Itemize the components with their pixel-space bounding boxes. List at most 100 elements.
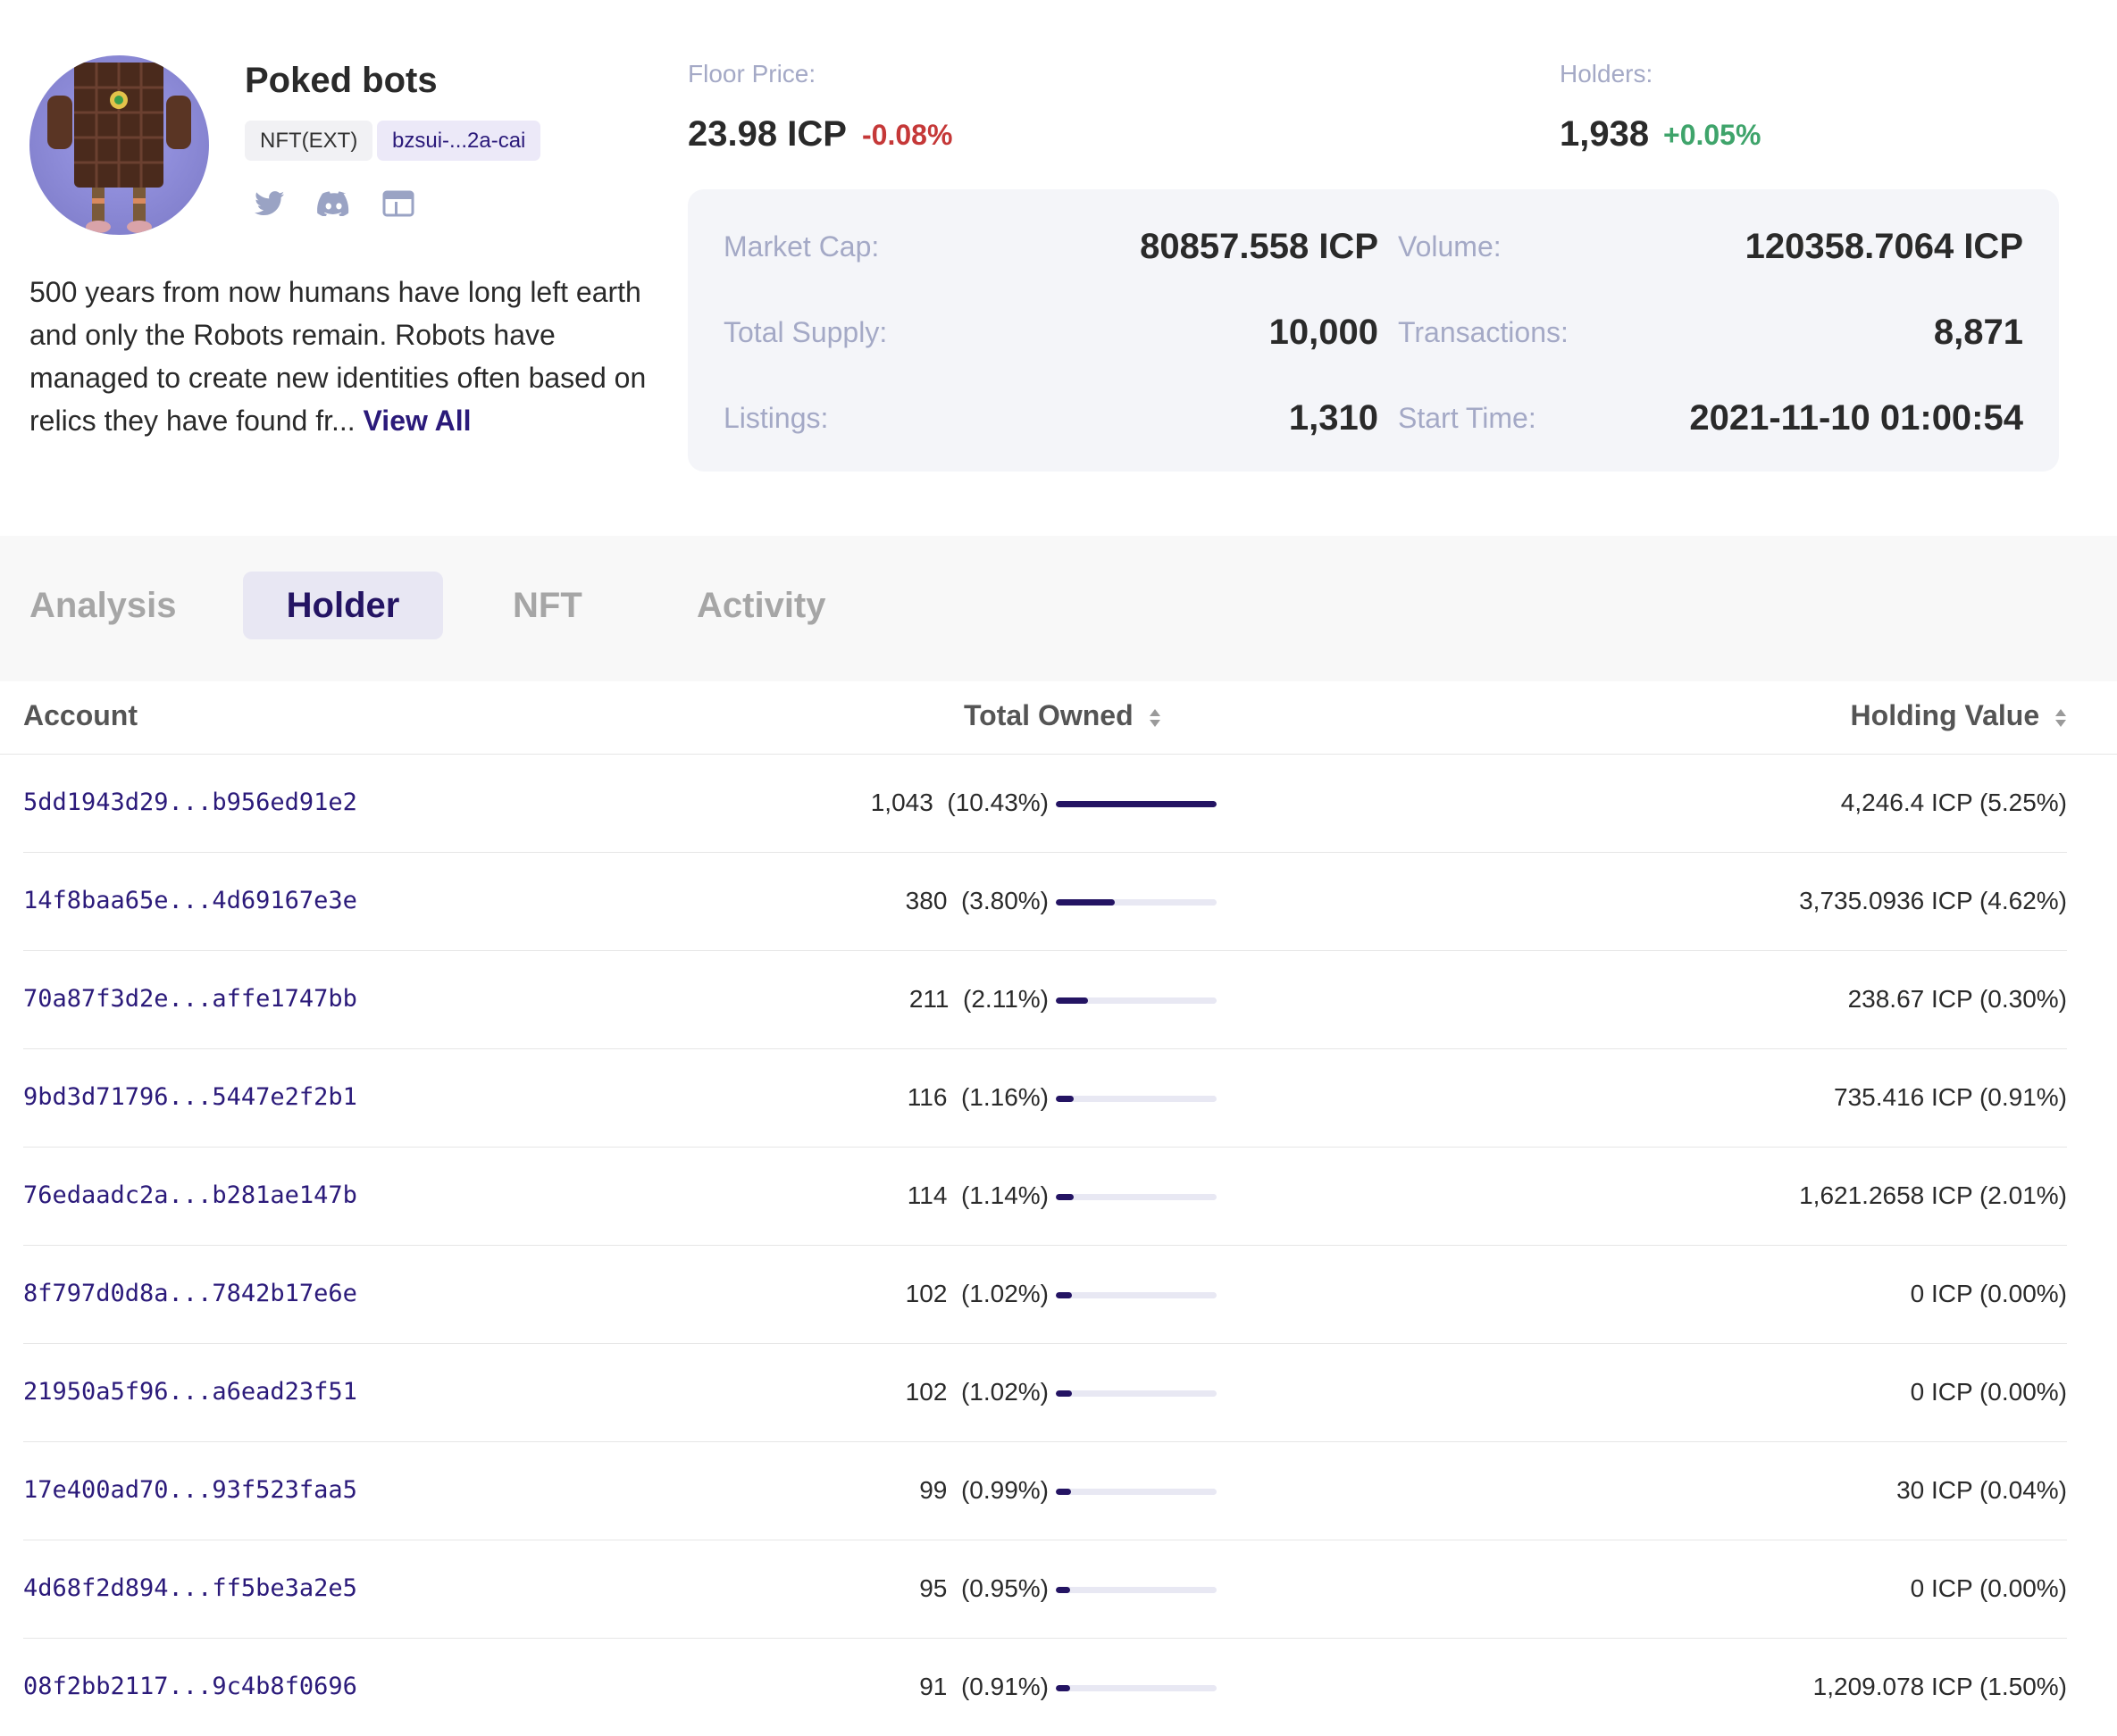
account-id-link[interactable]: 70a87f3d2e...affe1747bb (23, 985, 357, 1013)
account-id-link[interactable]: 17e400ad70...93f523faa5 (23, 1476, 357, 1504)
total-owned-cell: 99 (0.99%) (919, 1476, 1049, 1505)
owned-count: 380 (905, 887, 948, 914)
account-id-link[interactable]: 14f8baa65e...4d69167e3e (23, 887, 357, 914)
view-all-link[interactable]: View All (363, 405, 472, 437)
ownership-bar-fill (1056, 801, 1217, 807)
transactions-label: Transactions: (1398, 316, 1569, 348)
ownership-bar-fill (1056, 1292, 1072, 1298)
owned-percent: (0.99%) (960, 1476, 1049, 1504)
total-owned-cell: 95 (0.95%) (919, 1574, 1049, 1603)
collection-header: Poked bots NFT(EXT) bzsui-...2a-cai 500 … (0, 0, 2117, 536)
tab-activity[interactable]: Activity (697, 586, 826, 625)
owned-count: 102 (905, 1378, 948, 1406)
table-row: 08f2bb2117...9c4b8f0696 91 (0.91%) 1,209.0… (23, 1639, 2067, 1736)
total-owned-header-label: Total Owned (964, 699, 1134, 731)
owned-count: 1,043 (870, 789, 933, 816)
holding-value-cell: 0 ICP (0.00%) (1910, 1280, 2067, 1307)
holding-value-cell: 0 ICP (0.00%) (1910, 1378, 2067, 1406)
ownership-bar (1056, 1194, 1217, 1200)
holding-value-cell: 0 ICP (0.00%) (1910, 1574, 2067, 1602)
total-owned-cell: 380 (3.80%) (906, 887, 1049, 915)
twitter-icon[interactable] (252, 186, 288, 221)
ownership-bar-fill (1056, 1194, 1074, 1200)
account-id-link[interactable]: 4d68f2d894...ff5be3a2e5 (23, 1574, 357, 1602)
tab-holder[interactable]: Holder (243, 572, 443, 639)
owned-percent: (1.02%) (960, 1280, 1049, 1307)
holding-value-header-label: Holding Value (1850, 699, 2040, 731)
collection-stats-panel: Market Cap: 80857.558 ICP Volume: 120358… (688, 189, 2059, 472)
owned-count: 99 (919, 1476, 948, 1504)
start-time-label: Start Time: (1398, 402, 1536, 434)
tab-bar: Analysis Holder NFT Activity (0, 536, 2117, 681)
ownership-bar (1056, 1489, 1217, 1495)
canister-id-badge[interactable]: bzsui-...2a-cai (377, 121, 541, 161)
total-owned-cell: 102 (1.02%) (906, 1378, 1049, 1406)
sort-icon (2055, 708, 2066, 727)
holders-label: Holders: (1560, 60, 1653, 88)
ownership-bar (1056, 899, 1217, 906)
collection-avatar (29, 55, 209, 235)
ownership-bar (1056, 801, 1217, 807)
tab-analysis[interactable]: Analysis (29, 586, 177, 625)
ownership-bar (1056, 1292, 1217, 1298)
ownership-bar-fill (1056, 899, 1115, 906)
table-row: 21950a5f96...a6ead23f51 102 (1.02%) 0 ICP … (23, 1344, 2067, 1442)
total-owned-column-header[interactable]: Total Owned (964, 699, 1161, 732)
table-row: 9bd3d71796...5447e2f2b1 116 (1.16%) 735.41… (23, 1049, 2067, 1148)
holders-value: 1,938 (1560, 114, 1650, 154)
owned-percent: (3.80%) (960, 887, 1049, 914)
table-row: 70a87f3d2e...affe1747bb 211 (2.11%) 238.67… (23, 951, 2067, 1049)
total-owned-cell: 91 (0.91%) (919, 1673, 1049, 1701)
account-id-link[interactable]: 9bd3d71796...5447e2f2b1 (23, 1083, 357, 1111)
owned-percent: (2.11%) (963, 985, 1049, 1013)
transactions-value: 8,871 (1933, 313, 2023, 352)
table-row: 14f8baa65e...4d69167e3e 380 (3.80%) 3,735.… (23, 853, 2067, 951)
owned-count: 95 (919, 1574, 948, 1602)
account-id-link[interactable]: 76edaadc2a...b281ae147b (23, 1181, 357, 1209)
ownership-bar (1056, 1685, 1217, 1691)
account-column-header: Account (23, 699, 138, 732)
ownership-bar (1056, 1390, 1217, 1397)
owned-percent: (1.16%) (960, 1083, 1049, 1111)
holding-value-cell: 3,735.0936 ICP (4.62%) (1799, 887, 2067, 914)
ownership-bar (1056, 1587, 1217, 1593)
table-row: 17e400ad70...93f523faa5 99 (0.99%) 30 ICP … (23, 1442, 2067, 1540)
total-owned-cell: 102 (1.02%) (906, 1280, 1049, 1308)
account-id-link[interactable]: 21950a5f96...a6ead23f51 (23, 1378, 357, 1406)
account-id-link[interactable]: 5dd1943d29...b956ed91e2 (23, 789, 357, 816)
tab-nft[interactable]: NFT (513, 586, 582, 625)
total-supply-value: 10,000 (1268, 313, 1378, 352)
website-icon[interactable] (381, 186, 416, 221)
owned-percent: (10.43%) (947, 789, 1049, 816)
table-row: 8f797d0d8a...7842b17e6e 102 (1.02%) 0 ICP … (23, 1246, 2067, 1344)
listings-label: Listings: (724, 402, 829, 434)
holding-value-cell: 4,246.4 ICP (5.25%) (1840, 789, 2067, 816)
total-owned-cell: 114 (1.14%) (908, 1181, 1049, 1210)
table-row: 5dd1943d29...b956ed91e2 1,043 (10.43%) 4,2… (23, 755, 2067, 853)
owned-count: 116 (907, 1083, 948, 1111)
holders-change: +0.05% (1663, 119, 1761, 151)
ownership-bar-fill (1056, 997, 1089, 1004)
total-owned-cell: 1,043 (10.43%) (871, 789, 1049, 817)
volume-value: 120358.7064 ICP (1745, 227, 2023, 266)
total-owned-cell: 116 (1.16%) (908, 1083, 1049, 1112)
account-id-link[interactable]: 08f2bb2117...9c4b8f0696 (23, 1673, 357, 1700)
holding-value-column-header[interactable]: Holding Value (1851, 699, 2067, 732)
holders-table: Account Total Owned Holding Value 5dd194… (0, 681, 2117, 1736)
discord-icon[interactable] (316, 186, 352, 221)
owned-count: 114 (907, 1181, 948, 1209)
holding-value-cell: 238.67 ICP (0.30%) (1847, 985, 2067, 1013)
standard-badge: NFT(EXT) (245, 121, 373, 161)
volume-label: Volume: (1398, 230, 1502, 263)
floor-price-change: -0.08% (862, 119, 953, 151)
ownership-bar-fill (1056, 1685, 1070, 1691)
ownership-bar-fill (1056, 1390, 1072, 1397)
owned-count: 211 (908, 985, 950, 1013)
ownership-bar-fill (1056, 1489, 1072, 1495)
owned-count: 91 (919, 1673, 948, 1700)
start-time-value: 2021-11-10 01:00:54 (1689, 398, 2023, 438)
total-owned-cell: 211 (2.11%) (909, 985, 1049, 1014)
sort-icon (1149, 708, 1160, 727)
table-row: 4d68f2d894...ff5be3a2e5 95 (0.95%) 0 ICP (… (23, 1540, 2067, 1639)
account-id-link[interactable]: 8f797d0d8a...7842b17e6e (23, 1280, 357, 1307)
